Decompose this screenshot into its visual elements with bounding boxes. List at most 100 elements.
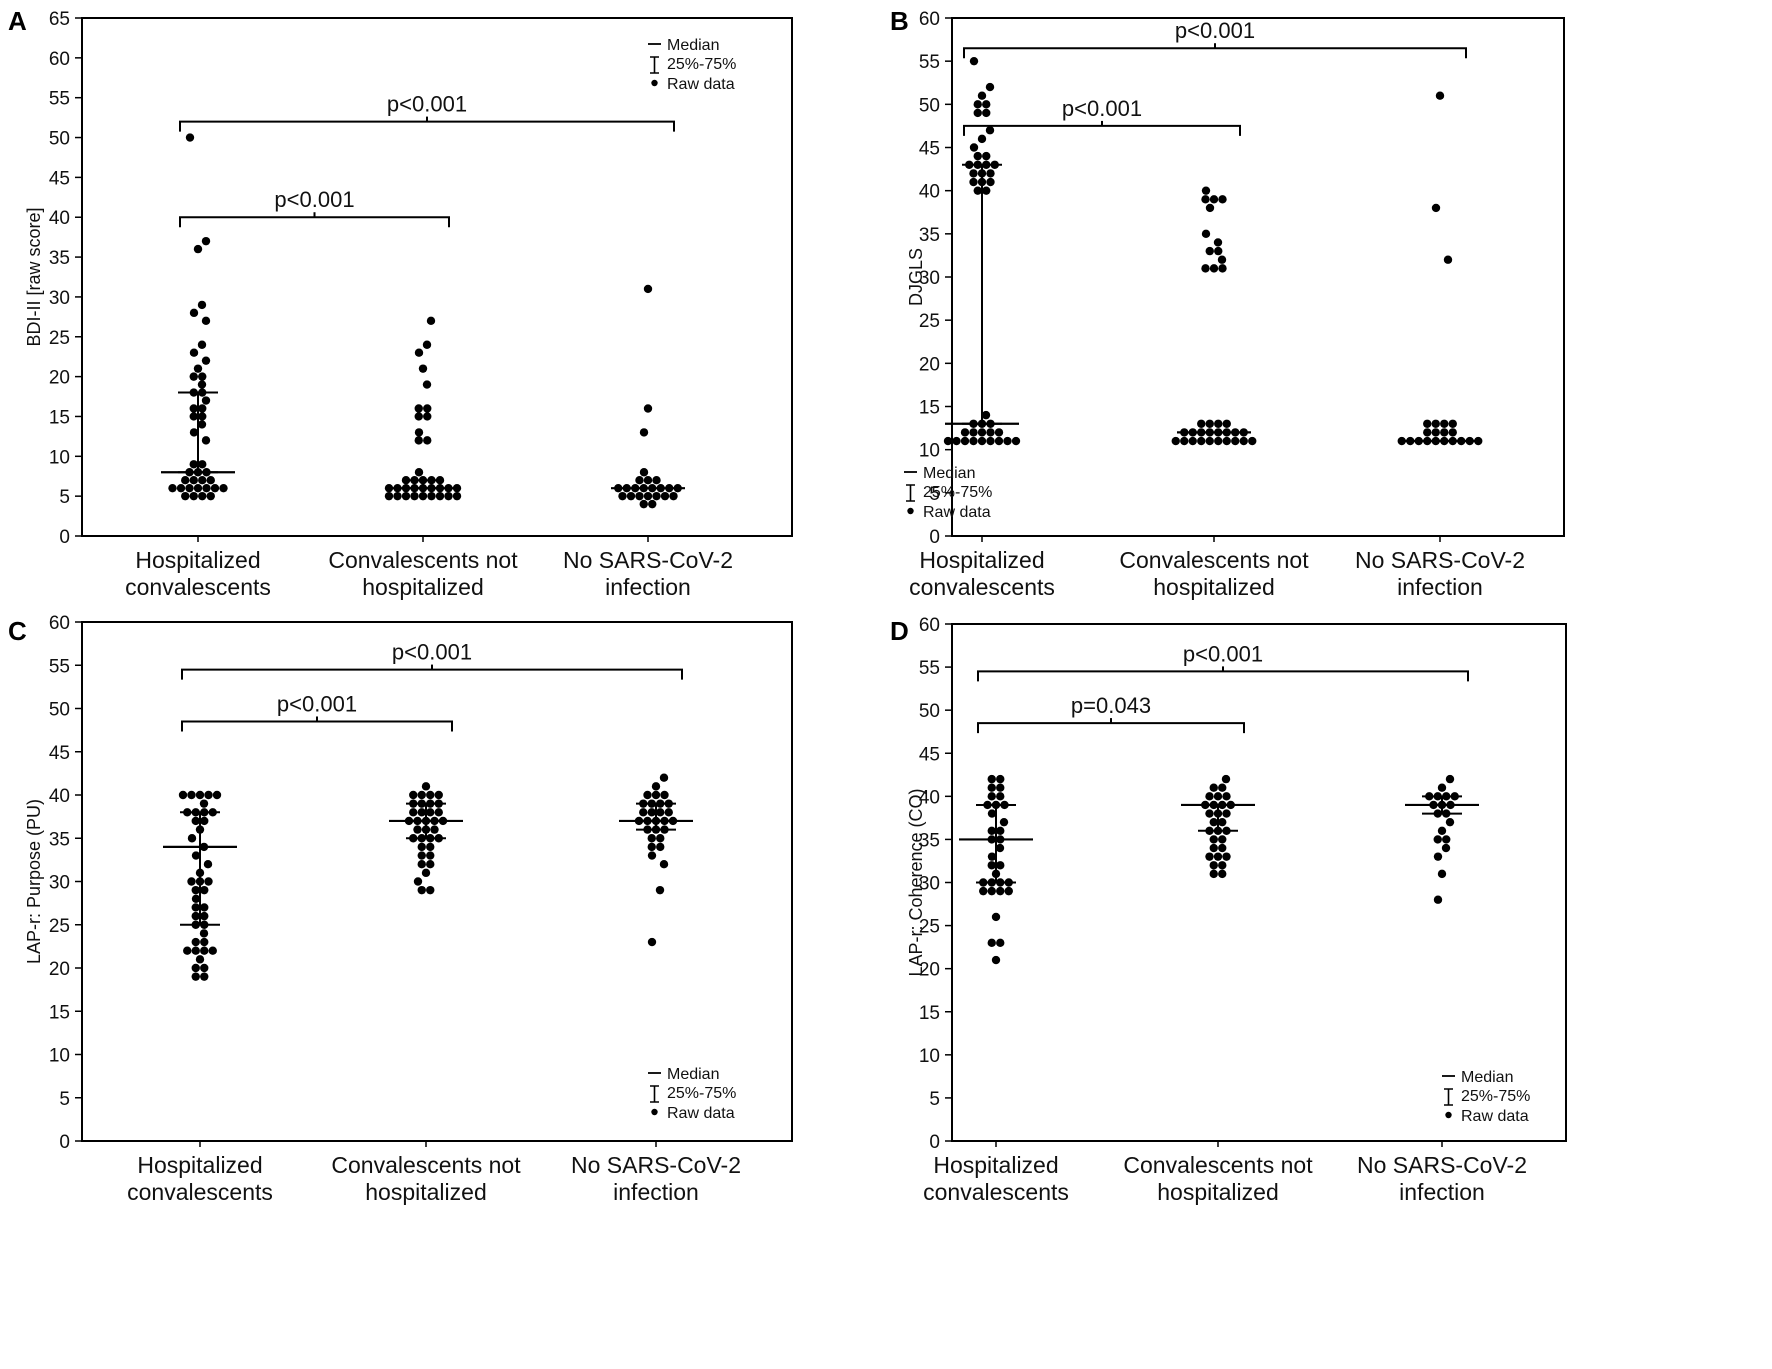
raw-data-point bbox=[996, 861, 1005, 870]
raw-data-point bbox=[417, 834, 426, 843]
legend-iqr-symbol bbox=[650, 56, 659, 74]
legend-iqr-label: 25%-75% bbox=[667, 56, 736, 73]
raw-data-point bbox=[626, 491, 636, 501]
raw-data-point bbox=[434, 799, 443, 808]
raw-data-point bbox=[987, 809, 997, 818]
raw-data-point bbox=[1406, 436, 1415, 446]
raw-data-point bbox=[1222, 436, 1231, 446]
p-value-label: p<0.001 bbox=[274, 187, 354, 212]
raw-data-point bbox=[200, 903, 209, 912]
raw-data-point bbox=[639, 499, 648, 509]
raw-data-point bbox=[982, 160, 991, 169]
y-axis-label: LAP-r: Coherence (CO) bbox=[906, 788, 926, 976]
category-label: convalescents bbox=[909, 574, 1055, 600]
y-tick-label: 60 bbox=[919, 9, 940, 30]
raw-data-point bbox=[982, 186, 991, 195]
raw-data-point bbox=[201, 356, 211, 365]
comparison-bracket: p=0.043 bbox=[977, 693, 1245, 734]
legend-median-label: Median bbox=[923, 465, 975, 482]
raw-data-point bbox=[987, 826, 996, 835]
plot-frame bbox=[951, 623, 1567, 1142]
raw-data-point bbox=[1442, 792, 1451, 801]
raw-data-point bbox=[208, 808, 217, 817]
raw-data-point bbox=[979, 886, 988, 896]
raw-data-point bbox=[1445, 817, 1455, 827]
raw-data-point bbox=[212, 790, 222, 800]
raw-data-point bbox=[656, 483, 665, 493]
raw-data-point bbox=[1443, 255, 1453, 264]
raw-data-point bbox=[409, 790, 418, 800]
group-0 bbox=[161, 133, 235, 501]
y-tick-label: 60 bbox=[49, 613, 70, 634]
raw-data-point bbox=[404, 816, 414, 826]
raw-data-point bbox=[434, 834, 443, 843]
raw-data-point bbox=[952, 436, 961, 446]
raw-data-point bbox=[1201, 195, 1210, 204]
raw-data-point bbox=[622, 483, 631, 493]
raw-data-point bbox=[991, 912, 1001, 922]
raw-data-point bbox=[193, 364, 203, 373]
raw-data-point bbox=[195, 868, 205, 878]
raw-data-point bbox=[183, 808, 192, 817]
y-tick-label: 45 bbox=[49, 743, 70, 764]
chart-b: 0 5 10 15 20 25 30 35 40 45 50 55 60 DJGLS Hospitalize… bbox=[904, 9, 1565, 600]
raw-data-point bbox=[647, 808, 656, 817]
raw-data-point bbox=[1214, 246, 1223, 256]
y-tick-label: 35 bbox=[919, 830, 940, 851]
raw-data-point bbox=[1209, 835, 1218, 844]
raw-data-point bbox=[200, 911, 209, 921]
raw-data-point bbox=[1171, 436, 1180, 446]
raw-data-point bbox=[413, 877, 423, 886]
raw-data-point bbox=[979, 878, 988, 887]
raw-data-point bbox=[201, 316, 211, 326]
raw-data-point bbox=[189, 348, 199, 357]
raw-data-point bbox=[643, 825, 652, 834]
y-tick-label: 20 bbox=[919, 960, 940, 981]
raw-data-point bbox=[198, 404, 207, 413]
raw-data-point bbox=[987, 938, 996, 948]
raw-data-point bbox=[1209, 783, 1218, 792]
raw-data-point bbox=[982, 108, 991, 118]
p-value-label: p<0.001 bbox=[1062, 96, 1142, 121]
raw-data-point bbox=[643, 476, 653, 485]
bracket-line bbox=[963, 47, 1467, 59]
raw-data-point bbox=[193, 483, 203, 493]
raw-data-point bbox=[1448, 436, 1457, 446]
raw-data-point bbox=[977, 134, 987, 144]
raw-data-point bbox=[452, 483, 462, 493]
raw-data-point bbox=[996, 783, 1005, 792]
chart-d: 0 5 10 15 20 25 30 35 40 45 50 55 60 LAP-r: Coherence… bbox=[906, 615, 1567, 1205]
raw-data-point bbox=[996, 886, 1005, 896]
raw-data-point bbox=[651, 790, 661, 800]
raw-data-point bbox=[417, 860, 426, 869]
legend-raw-label: Raw data bbox=[667, 1105, 735, 1122]
raw-data-point bbox=[1429, 800, 1438, 810]
raw-data-point bbox=[1222, 826, 1231, 835]
raw-data-point bbox=[178, 790, 188, 800]
raw-data-point bbox=[1205, 419, 1214, 428]
raw-data-point bbox=[1221, 774, 1231, 784]
raw-data-point bbox=[981, 410, 991, 420]
raw-data-point bbox=[991, 800, 1001, 810]
raw-data-point bbox=[426, 851, 435, 860]
raw-data-point bbox=[1446, 800, 1455, 810]
legend-iqr-label: 25%-75% bbox=[923, 484, 992, 501]
raw-data-point bbox=[656, 834, 665, 843]
raw-data-point bbox=[965, 160, 974, 169]
raw-data-point bbox=[1214, 419, 1223, 428]
raw-data-point bbox=[1209, 800, 1218, 810]
group-0 bbox=[163, 790, 237, 981]
raw-data-point bbox=[409, 834, 418, 843]
raw-data-point bbox=[417, 842, 426, 852]
raw-data-point bbox=[969, 143, 979, 152]
raw-data-point bbox=[1222, 428, 1231, 437]
raw-data-point bbox=[393, 483, 402, 493]
raw-data-point bbox=[665, 483, 674, 493]
raw-data-point bbox=[660, 816, 669, 826]
category-label: No SARS-CoV-2 bbox=[1357, 1152, 1527, 1178]
y-tick-label: 30 bbox=[919, 268, 940, 289]
raw-data-point bbox=[1222, 419, 1231, 428]
comparison-bracket: p<0.001 bbox=[179, 92, 675, 132]
raw-data-point bbox=[1433, 792, 1442, 801]
raw-data-point bbox=[435, 491, 445, 501]
